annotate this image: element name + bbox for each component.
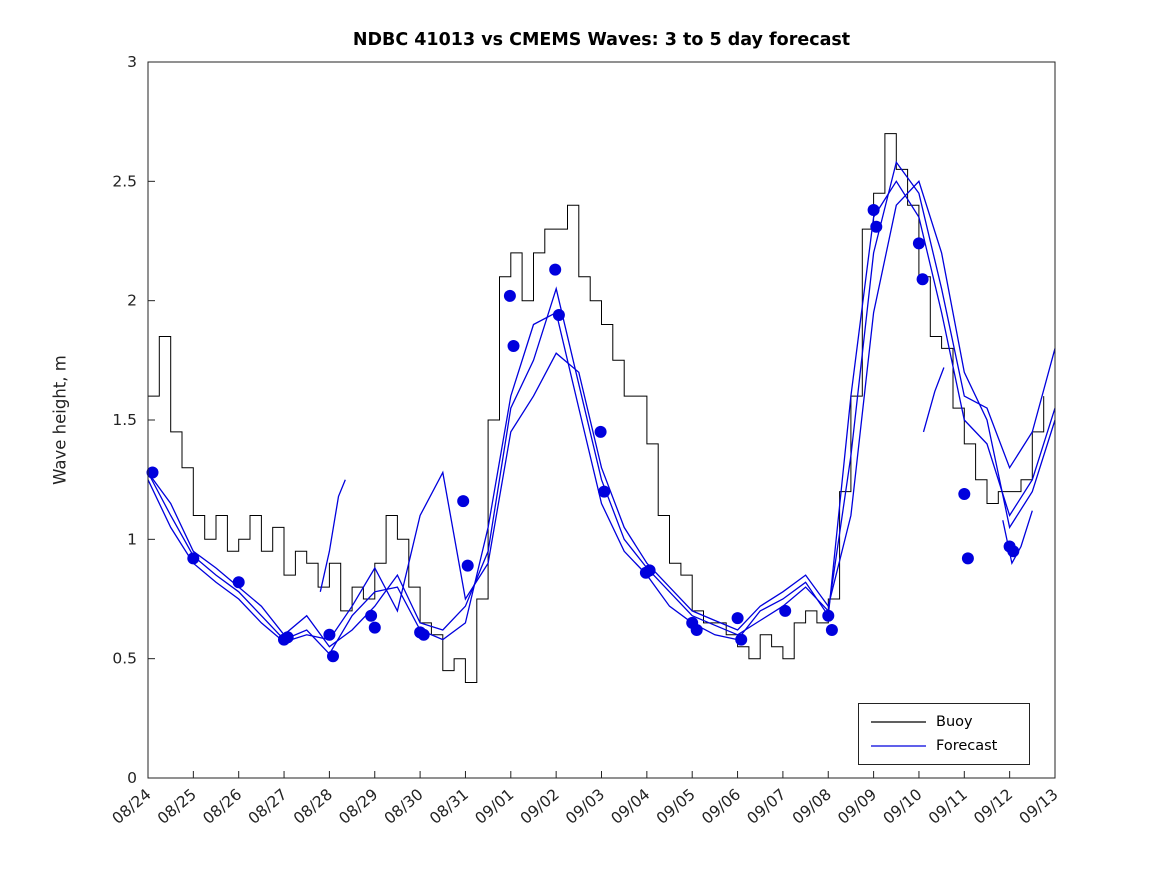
- forecast-marker: [916, 273, 929, 286]
- y-tick-label: 1.5: [112, 411, 137, 429]
- x-tick-label: 09/06: [698, 785, 744, 828]
- forecast-marker: [232, 576, 245, 589]
- x-tick-label: 08/31: [426, 785, 472, 828]
- forecast-marker: [368, 621, 381, 634]
- forecast-marker: [146, 466, 159, 479]
- forecast-marker: [281, 631, 294, 644]
- x-tick-label: 09/08: [789, 785, 835, 828]
- buoy-line-sample: [871, 721, 926, 723]
- forecast-marker: [961, 552, 974, 565]
- forecast-marker: [503, 289, 516, 302]
- x-tick-label: 08/29: [336, 785, 382, 828]
- x-tick-label: 09/11: [925, 785, 971, 828]
- forecast-marker: [417, 628, 430, 641]
- legend-label-forecast: Forecast: [936, 738, 998, 754]
- forecast-segment-line-2: [922, 367, 945, 433]
- y-tick-label: 2: [127, 292, 137, 310]
- forecast-marker: [552, 309, 565, 321]
- legend-label-buoy: Buoy: [936, 714, 973, 730]
- forecast-marker: [870, 220, 883, 233]
- x-tick-label: 08/27: [245, 785, 291, 828]
- x-tick-label: 09/10: [880, 785, 926, 828]
- y-tick-label: 0.5: [112, 650, 137, 668]
- forecast-marker: [598, 485, 611, 498]
- x-tick-label: 09/04: [608, 785, 654, 828]
- chart-title: NDBC 41013 vs CMEMS Waves: 3 to 5 day fo…: [352, 30, 851, 50]
- x-tick-label: 08/25: [154, 785, 200, 828]
- y-tick-label: 1: [127, 530, 137, 548]
- forecast-line-sample: [871, 745, 926, 747]
- x-tick-label: 09/12: [970, 785, 1016, 828]
- x-tick-label: 09/05: [653, 785, 699, 828]
- forecast-marker: [825, 624, 838, 636]
- forecast-marker: [735, 633, 748, 646]
- forecast-marker: [323, 628, 336, 641]
- x-tick-label: 08/28: [290, 785, 336, 828]
- forecast-segment-line-1: [319, 479, 346, 592]
- forecast-marker: [912, 237, 925, 250]
- forecast-marker: [779, 604, 792, 617]
- x-tick-label: 09/02: [517, 785, 563, 828]
- legend: Buoy Forecast: [858, 703, 1030, 765]
- forecast-marker: [549, 263, 562, 276]
- x-tick-label: 08/30: [381, 785, 427, 828]
- forecast-marker: [867, 204, 880, 216]
- forecast-marker: [690, 624, 703, 636]
- y-tick-label: 2.5: [112, 172, 137, 190]
- forecast-marker: [643, 564, 656, 577]
- forecast-marker: [187, 552, 200, 565]
- y-tick-label: 3: [127, 53, 137, 71]
- x-tick-label: 09/13: [1016, 785, 1062, 828]
- legend-entry-forecast: Forecast: [859, 734, 1029, 758]
- x-tick-label: 08/26: [199, 785, 245, 828]
- forecast-marker: [365, 609, 378, 622]
- forecast-marker: [822, 609, 835, 622]
- x-tick-label: 09/09: [834, 785, 880, 828]
- x-tick-label: 09/03: [562, 785, 608, 828]
- x-tick-label: 09/07: [744, 785, 790, 828]
- x-tick-label: 09/01: [472, 785, 518, 828]
- axes-box: [147, 61, 1056, 779]
- forecast-series-line-3: [147, 180, 1056, 643]
- x-tick-label: 08/24: [109, 785, 155, 828]
- forecast-marker: [958, 488, 971, 500]
- forecast-marker: [731, 612, 744, 625]
- y-tick-label: 0: [127, 769, 137, 787]
- forecast-series-line-1: [147, 160, 1056, 648]
- forecast-marker: [1007, 545, 1020, 558]
- forecast-marker: [457, 495, 470, 508]
- forecast-marker: [327, 650, 339, 663]
- forecast-marker: [594, 425, 607, 438]
- forecast-marker: [461, 559, 474, 572]
- legend-entry-buoy: Buoy: [859, 710, 1029, 734]
- forecast-marker: [507, 340, 520, 352]
- buoy-series-line: [148, 133, 1045, 683]
- forecast-series-line-2: [147, 180, 1056, 655]
